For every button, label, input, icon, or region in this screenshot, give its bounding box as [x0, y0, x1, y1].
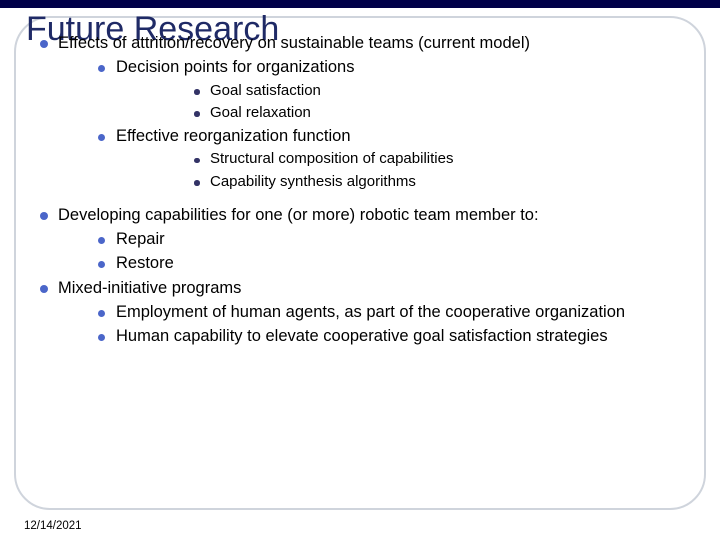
footer-date: 12/14/2021 — [24, 520, 82, 532]
list-text: Developing capabilities for one (or more… — [58, 206, 539, 224]
top-bar — [0, 0, 720, 8]
list-item: Developing capabilities for one (or more… — [36, 204, 690, 275]
list-item: Decision points for organizations Goal s… — [94, 56, 690, 123]
list-text: Effects of attrition/recovery on sustain… — [58, 34, 530, 52]
list-text: Effective reorganization function — [116, 127, 351, 145]
list-text: Employment of human agents, as part of t… — [116, 303, 625, 321]
list-item: Repair — [94, 228, 690, 250]
list-item: Restore — [94, 252, 690, 274]
list-text: Capability synthesis algorithms — [210, 173, 416, 190]
list-text: Decision points for organizations — [116, 58, 354, 76]
list-item: Mixed-initiative programs Employment of … — [36, 277, 690, 348]
list-text: Human capability to elevate cooperative … — [116, 327, 608, 345]
list-text: Repair — [116, 230, 165, 248]
list-item: Effects of attrition/recovery on sustain… — [36, 32, 690, 192]
list-text: Mixed-initiative programs — [58, 279, 241, 297]
list-item: Human capability to elevate cooperative … — [94, 325, 690, 347]
list-text: Goal satisfaction — [210, 82, 321, 99]
list-text: Goal relaxation — [210, 104, 311, 121]
list-item: Structural composition of capabilities — [188, 149, 690, 169]
slide-content: Effects of attrition/recovery on sustain… — [36, 30, 690, 349]
list-item: Goal relaxation — [188, 103, 690, 123]
list-item: Capability synthesis algorithms — [188, 172, 690, 192]
list-item: Goal satisfaction — [188, 81, 690, 101]
list-text: Structural composition of capabilities — [210, 150, 453, 167]
list-item: Employment of human agents, as part of t… — [94, 301, 690, 323]
list-item: Effective reorganization function Struct… — [94, 125, 690, 192]
list-text: Restore — [116, 254, 174, 272]
